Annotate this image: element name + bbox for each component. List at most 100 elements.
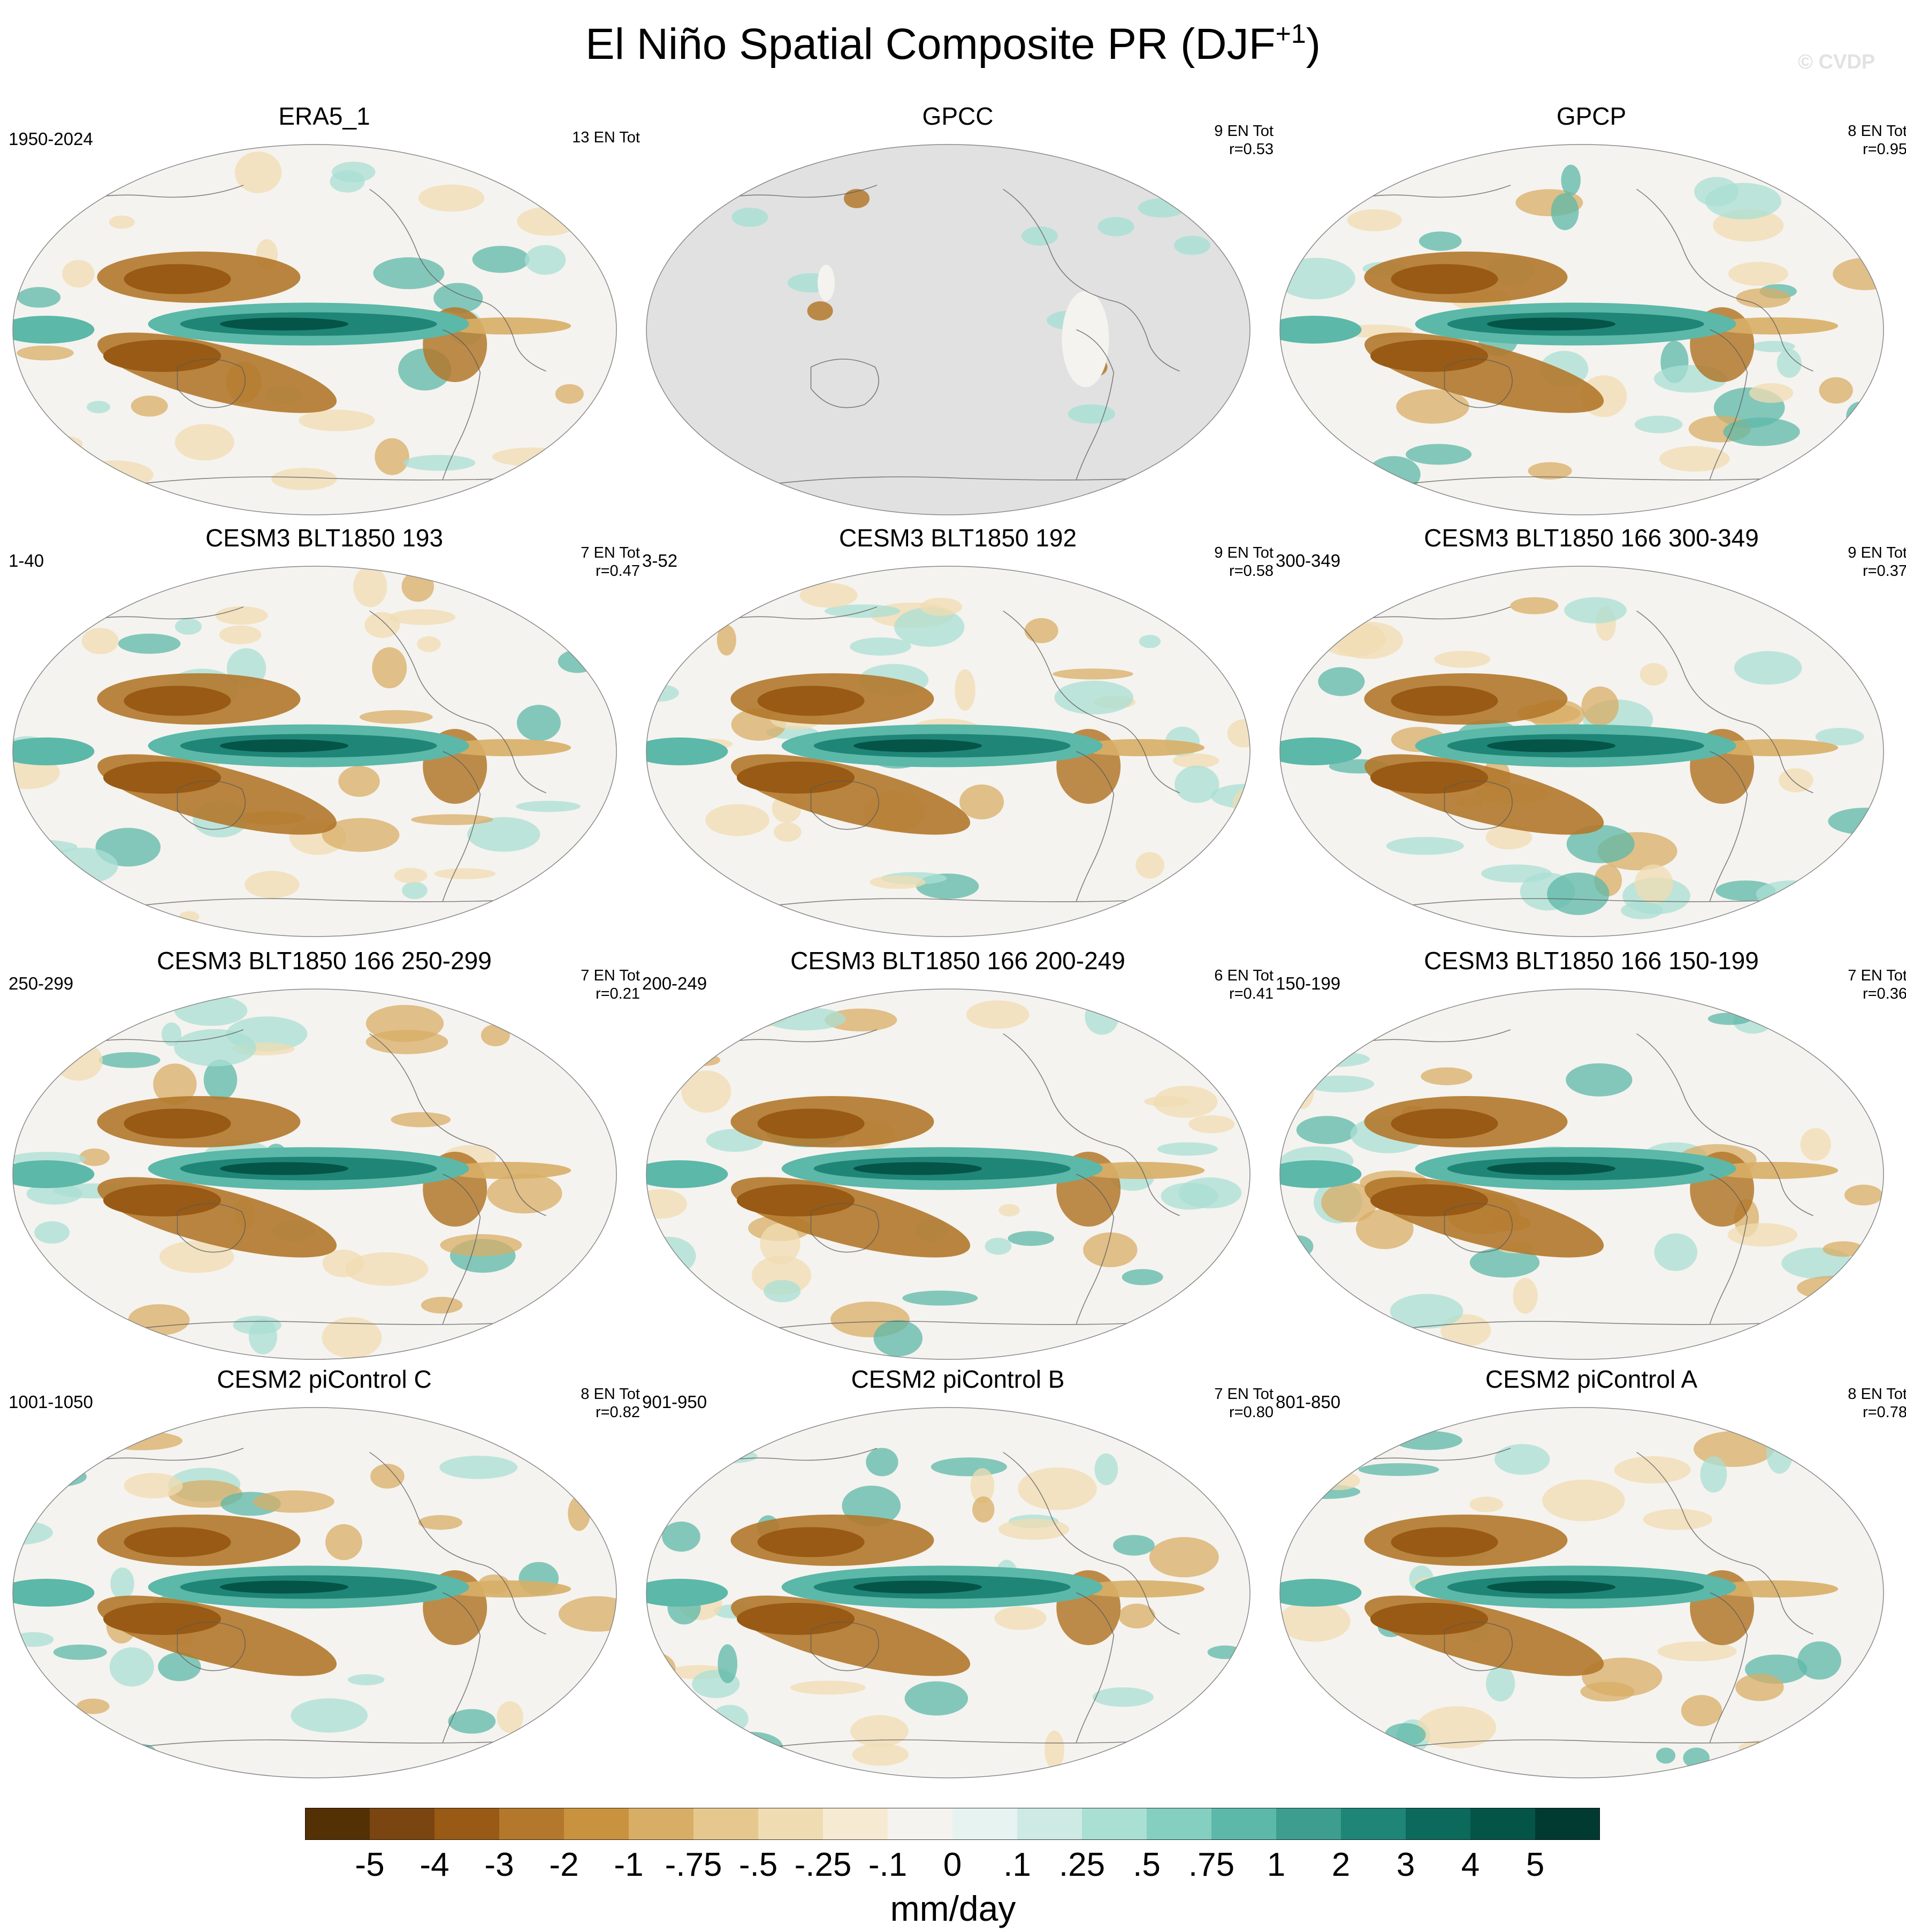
anomaly-blob (81, 628, 119, 655)
colorbar-segment (1535, 1808, 1600, 1840)
coastline (369, 188, 546, 372)
coastline (1444, 780, 1513, 830)
coastline (1636, 188, 1813, 372)
anomaly-blob (764, 1280, 801, 1303)
colorbar (305, 1808, 1600, 1840)
anomaly-blob (1777, 348, 1802, 378)
coastline (810, 1622, 879, 1671)
anomaly-blob (1092, 1687, 1154, 1707)
anomaly-blob (1734, 651, 1802, 685)
anomaly-blob (433, 283, 483, 314)
anomaly-blob (131, 395, 168, 417)
colorbar-segment (564, 1808, 629, 1840)
pattern-correlation: r=0.78 (1862, 1404, 1906, 1421)
coastline (1003, 610, 1180, 794)
coastline (810, 359, 879, 408)
panel-title: CESM3 BLT1850 166 300-349 (1424, 524, 1759, 552)
wet-tongue-core (220, 739, 348, 752)
wet-tongue-core (1487, 739, 1615, 752)
anomaly-blob (1707, 1013, 1751, 1025)
anomaly-blob (1419, 231, 1462, 251)
coastline (1003, 1033, 1180, 1216)
land-anomaly (807, 301, 833, 321)
anomaly-blob (1355, 1209, 1414, 1249)
anomaly-blob (647, 1684, 687, 1723)
panel-title: CESM3 BLT1850 166 150-199 (1424, 947, 1759, 975)
anomaly-blob (203, 1059, 238, 1100)
dry-core-north (124, 686, 231, 716)
anomaly-blob (1297, 1460, 1322, 1489)
anomaly-blob (1634, 415, 1683, 433)
anomaly-blob (62, 260, 95, 288)
dry-atlantic (1710, 317, 1839, 334)
colorbar-segment (888, 1808, 953, 1840)
wet-tongue-core (1487, 1162, 1615, 1175)
colorbar-tick-label: -.75 (665, 1846, 722, 1883)
precip-anomaly-map (1279, 988, 1884, 1360)
dry-core-north (124, 1527, 231, 1557)
anomaly-blob (516, 801, 581, 812)
anomaly-blob (1118, 1603, 1155, 1629)
coastline (369, 1033, 546, 1216)
dry-atlantic (443, 317, 571, 334)
wet-indian-ocean (1280, 316, 1362, 344)
anomaly-blob (128, 1744, 157, 1763)
anomaly-blob (773, 822, 802, 842)
precip-anomaly-map (646, 144, 1251, 515)
anomaly-blob (662, 1522, 700, 1552)
anomaly-blob (1681, 1695, 1722, 1726)
anomaly-blob (1144, 1096, 1190, 1107)
anomaly-blob (13, 1442, 47, 1473)
panel-years: 250-299 (9, 973, 74, 993)
anomaly-blob (403, 455, 476, 471)
land-patch (818, 264, 835, 301)
anomaly-blob (365, 1030, 448, 1054)
panel-years: 1950-2024 (9, 129, 93, 149)
colorbar-tick-label: .25 (1058, 1846, 1106, 1883)
anomaly-blob (174, 618, 202, 635)
anomaly-blob (1396, 389, 1469, 424)
anomaly-blob (970, 1468, 995, 1504)
dry-atlantic (443, 739, 571, 756)
map-outline (646, 988, 1251, 1360)
anomaly-blob (1175, 765, 1219, 803)
panel-event-count: 9 EN Tot r=0.58 (1214, 544, 1274, 580)
coastline (1076, 329, 1115, 480)
anomaly-blob (77, 1698, 110, 1714)
wet-tongue-core (853, 1580, 982, 1594)
coastline (810, 1203, 879, 1253)
colorbar-tick-label: -2 (549, 1846, 579, 1883)
colorbar-segment (1470, 1808, 1536, 1840)
coastline (442, 751, 481, 902)
pattern-correlation: r=0.53 (1229, 141, 1274, 158)
anomaly-blob (98, 1052, 161, 1068)
anomaly-blob (1469, 1248, 1540, 1278)
panel-years: 1001-1050 (9, 1392, 93, 1412)
coastline (1444, 1622, 1513, 1671)
pattern-correlation: r=0.36 (1862, 985, 1906, 1002)
dry-core-south (1370, 762, 1488, 794)
panel-event-count: 13 EN Tot (572, 128, 640, 147)
anomaly-blob (161, 1022, 181, 1046)
anomaly-blob (353, 566, 387, 607)
colorbar-tick-label: -1 (614, 1846, 644, 1883)
colorbar-segment (1211, 1808, 1277, 1840)
colorbar-segment (1082, 1808, 1147, 1840)
panel-years: 901-950 (642, 1392, 707, 1412)
anomaly-blob (517, 207, 578, 236)
anomaly-blob (17, 345, 74, 361)
wet-indian-ocean (13, 316, 95, 344)
pattern-correlation: r=0.21 (595, 985, 640, 1002)
map-outline (12, 566, 617, 937)
wet-tongue-core (853, 1162, 982, 1175)
pattern-correlation: r=0.47 (595, 562, 640, 580)
anomaly-blob (1333, 621, 1403, 659)
en-total: 7 EN Tot (581, 544, 640, 561)
coastline (1709, 329, 1748, 480)
anomaly-blob (1561, 164, 1581, 196)
anomaly-blob (568, 1496, 591, 1531)
anomaly-blob (86, 401, 111, 414)
wet-indian-ocean (1280, 1160, 1362, 1188)
precip-anomaly-map (12, 988, 617, 1360)
dry-atlantic (1710, 1580, 1839, 1598)
